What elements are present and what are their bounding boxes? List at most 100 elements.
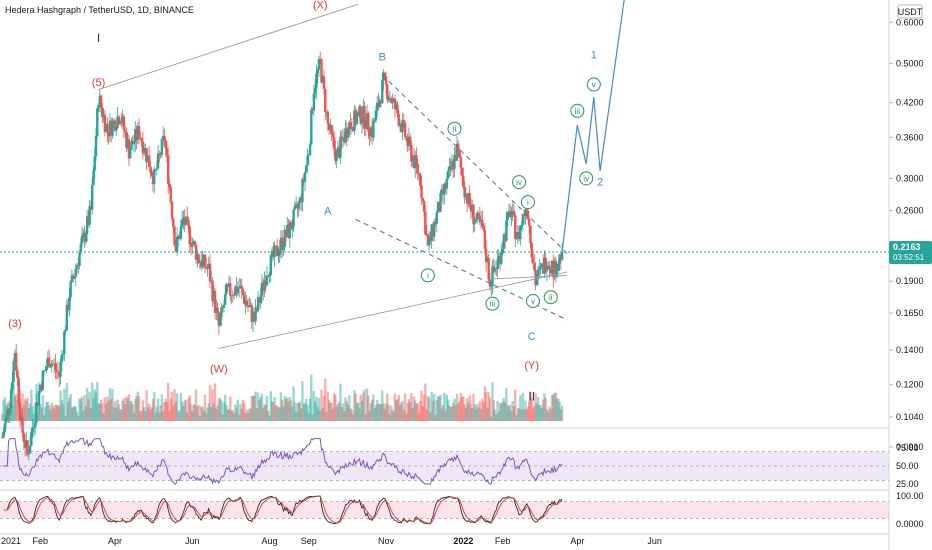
volume-bar [524, 400, 527, 421]
volume-bar [68, 397, 71, 421]
time-tick-label: Feb [495, 536, 511, 546]
candle-body [547, 265, 550, 269]
volume-bar [241, 399, 245, 421]
volume-bar [115, 407, 118, 421]
candle-body [411, 156, 414, 162]
volume-bar [183, 400, 186, 421]
candle-body [533, 263, 536, 270]
volume-bar [3, 397, 6, 421]
candle-body [2, 432, 5, 438]
rsi-pane[interactable] [0, 438, 889, 485]
volume-bar [331, 408, 335, 421]
svg-text:USDT: USDT [898, 7, 923, 17]
volume-bar [457, 403, 460, 421]
volume-bar [301, 381, 304, 421]
candle-body [240, 285, 243, 290]
candle-body [471, 204, 474, 212]
candle-body [164, 140, 167, 149]
price-tick-label: 0.5000 [896, 58, 924, 68]
time-axis[interactable]: 2021 Feb Apr Jun Aug Sep Nov 2022 Feb Apr Jun [1, 536, 662, 546]
candle-body [17, 378, 20, 403]
price-tick-label: 0.1040 [896, 412, 924, 422]
candle-body [292, 209, 295, 227]
candle-body [386, 84, 389, 100]
candle-body [158, 153, 161, 155]
candle-body [392, 98, 395, 100]
candle-body [332, 137, 336, 149]
currency-badge[interactable]: USDT [897, 4, 923, 19]
volume-bar [179, 392, 183, 421]
candle-body [85, 216, 89, 234]
candle-body [188, 226, 191, 245]
candle-body [536, 269, 540, 280]
candle-body [462, 175, 465, 187]
candle-body [336, 147, 340, 152]
candle-body [334, 148, 337, 161]
volume-bar [369, 403, 373, 421]
candle-body [287, 224, 290, 238]
volume-bar [122, 398, 126, 421]
volume-bar [205, 413, 208, 421]
volume-bar [362, 392, 365, 421]
candle-body [528, 218, 531, 226]
candle-body [482, 226, 485, 231]
volume-bar [449, 406, 452, 421]
volume-bar [288, 397, 291, 421]
volume-bar [87, 398, 90, 421]
candle-body [36, 402, 39, 406]
volume-bar [120, 409, 123, 421]
volume-bar [349, 408, 352, 421]
candle-body [272, 250, 275, 258]
candle-body [154, 169, 157, 170]
candle-body [467, 192, 470, 204]
candle-body [73, 276, 76, 279]
candle-body [150, 172, 153, 176]
volume-bar [377, 403, 380, 421]
stoch-rsi-pane[interactable] [0, 495, 889, 525]
candle-body [174, 244, 177, 252]
candle-body [9, 389, 13, 409]
candle-body [179, 226, 183, 239]
candle-body [424, 211, 427, 235]
candle-body [457, 143, 460, 152]
candle-body [387, 98, 390, 100]
wave-label-text: I [97, 31, 100, 45]
wave-label: v [586, 77, 601, 92]
candle-body [68, 297, 71, 311]
candle-body [160, 138, 164, 155]
volume-bar [315, 396, 318, 421]
candle-body [316, 69, 319, 74]
candle-body [373, 120, 376, 122]
volume-bar [363, 389, 366, 421]
volume-bar [555, 398, 559, 421]
candle-body [46, 357, 50, 367]
price-axis[interactable]: 1.20001.00000.70000.60000.50000.42000.36… [889, 0, 924, 529]
volume-bar [248, 408, 251, 421]
volume-bar [96, 382, 99, 421]
wave-label-text: ii [549, 293, 553, 302]
volume-bar [275, 405, 279, 421]
volume-bar [240, 408, 243, 421]
wave-label-text: ii [453, 125, 457, 134]
candle-body [137, 126, 141, 138]
wave-label: v [526, 294, 540, 309]
volume-bar [498, 403, 502, 421]
volume-bar [168, 411, 171, 421]
volume-bar [431, 400, 435, 421]
volume-bar [405, 413, 408, 421]
volume-bar [522, 409, 526, 421]
volume-bar [360, 401, 364, 421]
volume-bar [398, 405, 402, 421]
candle-body [122, 116, 126, 130]
candle-body [82, 232, 85, 236]
candle-body [250, 305, 253, 322]
volume-bar [84, 406, 88, 421]
volume-bar [291, 406, 294, 421]
volume-bar [130, 400, 133, 421]
trendline [98, 3, 359, 90]
candle-body [108, 120, 112, 137]
volume-bar [51, 405, 55, 421]
candle-body [28, 445, 32, 454]
